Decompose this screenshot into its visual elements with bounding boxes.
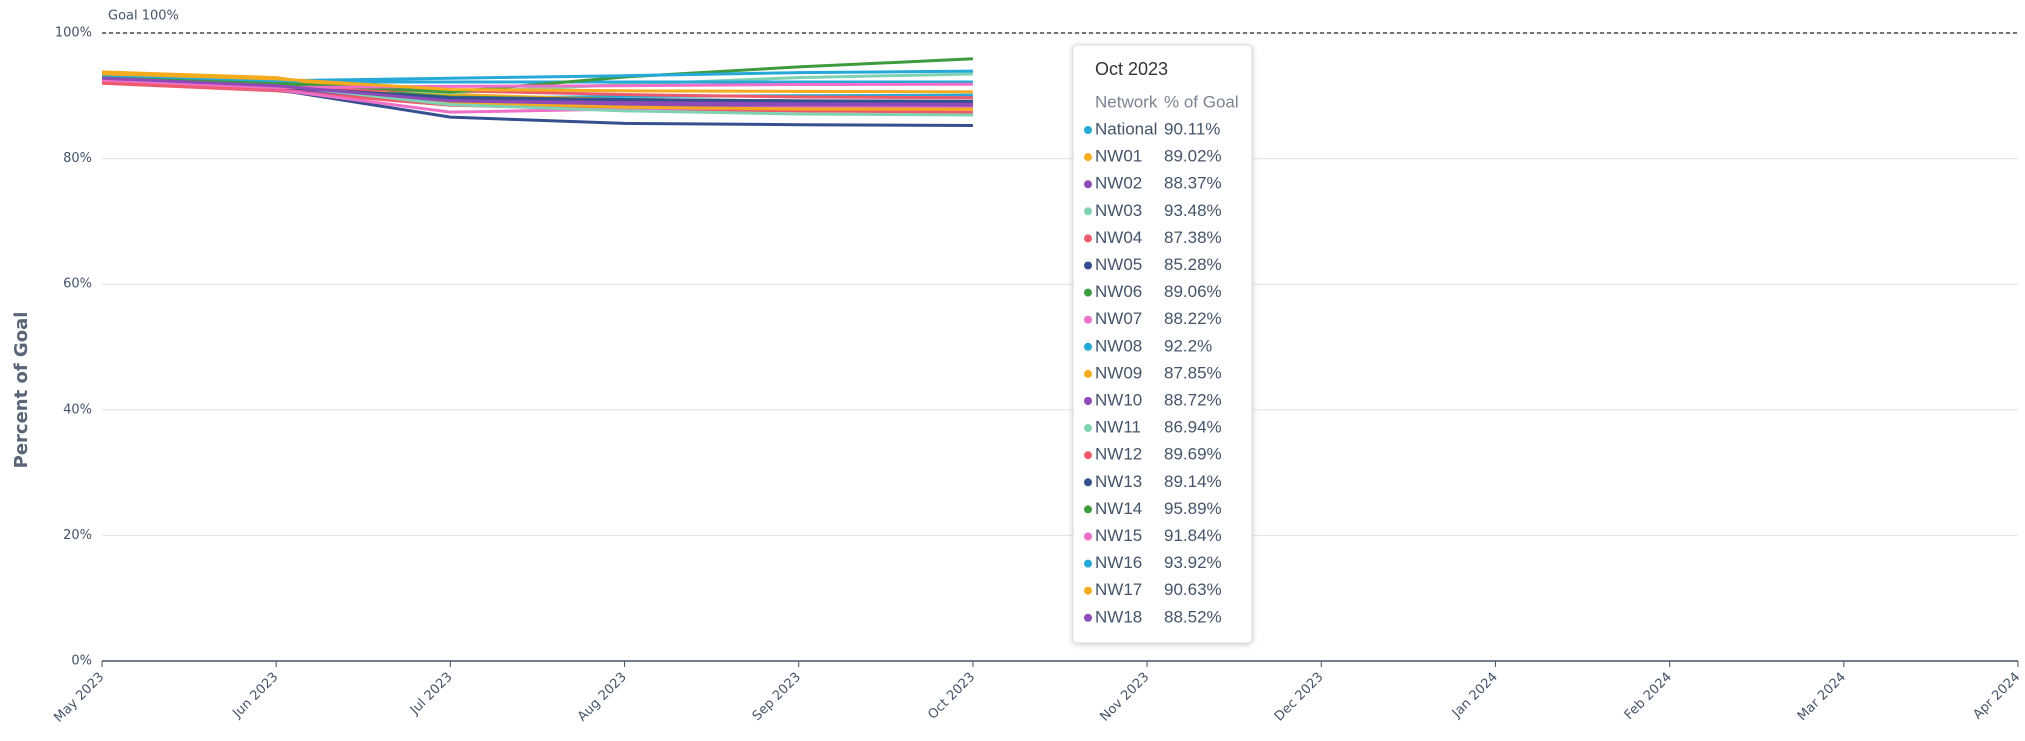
tooltip-header: Network <box>1095 92 1158 111</box>
tooltip-value: 89.69% <box>1164 445 1222 464</box>
tooltip-dot <box>1084 126 1092 134</box>
tooltip-name: NW12 <box>1095 445 1142 464</box>
series-line <box>101 78 973 90</box>
x-tick-label: Jul 2023 <box>407 670 456 719</box>
x-tick-label: Sep 2023 <box>750 670 804 724</box>
y-axis-title: Percent of Goal <box>11 312 32 469</box>
tooltip-name: National <box>1095 119 1157 138</box>
x-tick-label: Jun 2023 <box>229 670 281 722</box>
y-tick-label: 0% <box>71 654 92 669</box>
tooltip-value: 85.28% <box>1164 255 1222 274</box>
y-tick-label: 20% <box>63 528 92 543</box>
tooltip-name: NW18 <box>1095 607 1142 626</box>
tooltip-value: 93.48% <box>1164 201 1222 220</box>
tooltip-dot <box>1084 180 1092 189</box>
series-line <box>101 69 973 83</box>
tooltip-name: NW09 <box>1095 363 1142 382</box>
series-line <box>101 76 973 107</box>
tooltip-dot <box>1084 288 1092 297</box>
tooltip-dot <box>1084 505 1092 514</box>
tooltip-dot <box>1084 153 1092 162</box>
x-tick-label: Apr 2024 <box>1970 670 2023 723</box>
tooltip-name: NW16 <box>1095 553 1142 572</box>
tooltip-name: NW08 <box>1095 336 1142 355</box>
tooltip-name: NW06 <box>1095 282 1142 301</box>
tooltip-name: NW01 <box>1095 147 1142 166</box>
tooltip-dot <box>1084 342 1092 351</box>
x-tick-label: Mar 2024 <box>1795 670 1849 724</box>
x-tick-label: Feb 2024 <box>1622 670 1675 723</box>
tooltip-dot <box>1084 532 1092 541</box>
x-tick-label: Oct 2023 <box>925 670 978 723</box>
tooltip-dot <box>1084 586 1092 595</box>
tooltip-value: 89.02% <box>1164 147 1222 166</box>
tooltip-value: 88.52% <box>1164 607 1222 626</box>
x-tick-label: Jan 2024 <box>1449 670 1501 722</box>
tooltip-name: NW04 <box>1095 228 1142 247</box>
tooltip-value: 86.94% <box>1164 418 1222 437</box>
tooltip-box <box>1072 44 1253 644</box>
tooltip-dot <box>1084 207 1092 216</box>
tooltip-value: 88.22% <box>1164 309 1222 328</box>
tooltip-name: NW10 <box>1095 390 1142 409</box>
tooltip-name: NW03 <box>1095 201 1142 220</box>
tooltip-value: 88.37% <box>1164 174 1222 193</box>
tooltip-dot <box>1084 613 1092 622</box>
tooltip-dot <box>1084 369 1092 378</box>
tooltip-name: NW07 <box>1095 309 1142 328</box>
tooltip-dot <box>1084 559 1092 568</box>
tooltip-value: 92.2% <box>1164 336 1212 355</box>
tooltip-dot <box>1084 451 1092 460</box>
tooltip-dot <box>1084 424 1092 433</box>
tooltip-value: 91.84% <box>1164 526 1222 545</box>
tooltip-dot <box>1084 397 1092 405</box>
tooltip-value: 93.92% <box>1164 553 1222 572</box>
tooltip-value: 88.72% <box>1164 390 1222 409</box>
tooltip-dot <box>1084 478 1092 487</box>
tooltip-name: NW13 <box>1095 472 1142 491</box>
y-tick-label: 100% <box>55 26 92 41</box>
tooltip-header: % of Goal <box>1164 92 1239 111</box>
tooltip-value: 90.11% <box>1164 119 1220 138</box>
tooltip-value: 87.85% <box>1164 363 1222 382</box>
series-line <box>101 57 973 94</box>
tooltip-value: 89.06% <box>1164 282 1222 301</box>
y-tick-label: 60% <box>63 277 92 292</box>
tooltip-name: NW14 <box>1095 499 1142 518</box>
goal-label: Goal 100% <box>108 9 179 24</box>
tooltip: Oct 2023 Network % of Goal National 90.11% NW… <box>1072 44 1253 644</box>
tooltip-value: 95.89% <box>1164 499 1222 518</box>
tooltip-dot <box>1084 315 1092 324</box>
series-line <box>101 72 973 94</box>
y-tick-label: 40% <box>63 402 92 417</box>
y-tick-label: 80% <box>63 151 92 166</box>
tooltip-value: 89.14% <box>1164 472 1222 491</box>
tooltip-title: Oct 2023 <box>1095 59 1168 79</box>
tooltip-dot <box>1084 261 1092 270</box>
tooltip-dot <box>1084 234 1092 243</box>
tooltip-value: 90.63% <box>1164 580 1222 599</box>
tooltip-name: NW02 <box>1095 174 1142 193</box>
tooltip-name: NW15 <box>1095 526 1142 545</box>
x-tick-label: Nov 2023 <box>1098 670 1153 725</box>
tooltip-value: 87.38% <box>1164 228 1222 247</box>
x-tick-label: Aug 2023 <box>575 670 630 725</box>
tooltip-name: NW17 <box>1095 580 1142 599</box>
x-tick-label: May 2023 <box>51 670 107 726</box>
tooltip-name: NW05 <box>1095 255 1142 274</box>
tooltip-name: NW11 <box>1095 418 1141 437</box>
x-tick-label: Dec 2023 <box>1272 670 1327 725</box>
